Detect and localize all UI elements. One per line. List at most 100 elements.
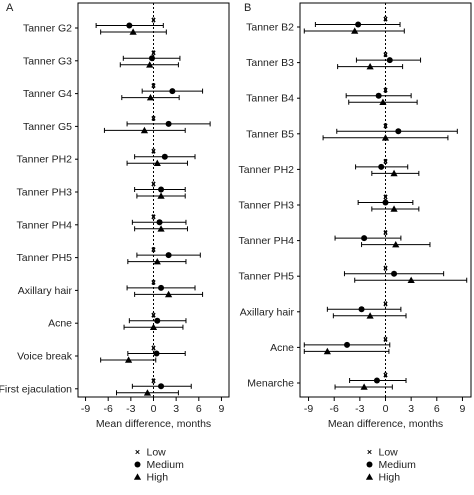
panel-a-medium-marker-0 [126, 22, 133, 29]
panel-a-legend-label-medium: Medium [147, 459, 185, 471]
panel-a-low-marker-6 [151, 214, 156, 219]
panel-b-medium-marker-8 [358, 306, 365, 313]
panel-b-low-marker-9 [383, 337, 388, 342]
panel-b-low-marker-3 [383, 123, 388, 128]
panel-b-medium-marker-0 [355, 21, 362, 28]
panel-a-low-marker-1 [151, 50, 156, 55]
panel-a-group-label: Tanner G3 [23, 55, 72, 67]
panel-a-label: A [6, 2, 14, 14]
panel-b-group-label: Menarche [247, 378, 294, 390]
panel-a-medium-marker-10 [153, 350, 160, 357]
panel-b-low-marker-6 [383, 230, 388, 235]
panel-a-group-label: Voice break [17, 351, 73, 363]
panel-b-xtick-label: 0 [383, 403, 389, 415]
panel-a-group-label: Tanner G4 [23, 88, 72, 100]
panel-a-xtick-label: 3 [173, 403, 179, 415]
panel-b-medium-marker-9 [344, 341, 351, 348]
panel-a-group-label: Tanner G2 [23, 23, 72, 35]
panel-a-high-marker-1 [146, 61, 154, 68]
panel-a-low-marker-0 [151, 17, 156, 23]
panel-b-medium-marker-6 [361, 235, 368, 242]
panel-b-group-label: Tanner PH2 [239, 164, 295, 176]
panel-a-group-label: Tanner PH3 [17, 187, 73, 199]
panel-a-low-marker-8 [151, 280, 156, 285]
panel-b-high-marker-9 [323, 347, 331, 355]
panel-b-group-label: Tanner PH4 [239, 235, 295, 247]
panel-b-low-marker-8 [383, 301, 388, 306]
panel-a-xtick-label: -9 [81, 403, 90, 415]
panel-b-legend-label-medium: Medium [379, 459, 417, 471]
panel-b-xtick-label: 9 [460, 403, 466, 415]
panel-a-legend-low-marker-0 [135, 449, 140, 455]
panel-b-high-marker-10 [360, 383, 368, 390]
panel-b-legend-low-marker-0 [367, 449, 372, 455]
panel-a-high-marker-5 [157, 192, 165, 199]
panel-a-low-marker-3 [151, 116, 156, 121]
panel-b-xtick-label: -6 [330, 403, 339, 415]
panel-b-medium-marker-4 [378, 163, 385, 170]
panel-a-low-marker-11 [151, 378, 156, 383]
panel-b-group-label: Tanner B4 [246, 93, 294, 105]
panel-a-high-marker-10 [124, 356, 133, 363]
panel-a-high-marker-2 [146, 94, 155, 101]
panel-a-legend-high-marker-0 [133, 473, 142, 480]
panel-a-xtick-label: 0 [151, 403, 157, 415]
panel-b-legend-medium-marker-0 [366, 461, 373, 468]
panel-a-medium-marker-1 [148, 55, 155, 62]
panel-a-medium-marker-7 [165, 252, 172, 259]
panel-a-high-marker-4 [153, 159, 161, 166]
panel-a-group-label: Tanner PH4 [17, 219, 73, 231]
panel-a-medium-marker-9 [154, 317, 161, 324]
panel-a-legend-label-low: Low [147, 447, 167, 459]
panel-b-high-marker-7 [407, 276, 415, 283]
panel-b-low-marker-7 [383, 266, 388, 271]
panel-a-low-marker-9 [151, 313, 156, 318]
panel-a-legend-medium-marker-0 [134, 461, 141, 468]
panel-b-xtick-label: -9 [304, 403, 313, 415]
panel-a-low-marker-5 [151, 181, 156, 187]
panel-a-medium-marker-4 [161, 153, 168, 160]
panel-a-high-marker-3 [140, 126, 149, 134]
panel-b-medium-marker-1 [386, 57, 393, 64]
panel-b-low-marker-5 [383, 194, 388, 200]
panel-a-xtick-label: -3 [126, 403, 135, 415]
panel-a-low-marker-4 [151, 149, 156, 154]
panel-a-low-marker-2 [151, 83, 156, 88]
panel-b-low-marker-1 [383, 52, 388, 57]
panel-b-label: B [244, 2, 251, 14]
panel-b-low-marker-4 [383, 159, 388, 164]
panel-b-medium-marker-7 [391, 270, 398, 277]
panel-b-group-label: Tanner B5 [246, 128, 294, 140]
panel-a-x-axis-label: Mean difference, months [96, 418, 211, 430]
panel-b-xtick-label: 6 [434, 403, 440, 415]
panel-b-low-marker-0 [383, 16, 388, 22]
panel-b-high-marker-8 [366, 312, 374, 319]
panel-b-group-label: Tanner PH3 [239, 200, 295, 212]
panel-b-medium-marker-10 [373, 377, 380, 384]
panel-b-high-marker-6 [392, 241, 400, 248]
panel-b-medium-marker-2 [375, 92, 382, 99]
panel-a-high-marker-11 [143, 389, 152, 396]
panel-a-medium-marker-6 [156, 219, 163, 226]
panel-b-group-label: Tanner PH5 [239, 271, 295, 283]
panel-b-medium-marker-3 [395, 128, 402, 135]
panel-a-xtick-label: -6 [104, 403, 113, 415]
panel-a-high-marker-6 [157, 225, 165, 232]
panel-a-group-label: Acne [48, 318, 72, 330]
panel-b-legend-high-marker-0 [365, 473, 374, 480]
panel-b-xtick-label: -3 [355, 403, 364, 415]
panel-b-high-marker-5 [390, 205, 398, 212]
panel-b-low-marker-2 [383, 88, 388, 93]
panel-b-legend-label-high: High [379, 472, 401, 484]
panel-b-high-marker-0 [351, 27, 359, 34]
panel-b-group-label: Acne [270, 342, 294, 354]
panel-a-high-marker-8 [165, 290, 173, 298]
panel-a-xtick-label: 9 [219, 403, 225, 415]
panel-a-group-label: Tanner PH5 [17, 252, 73, 264]
panel-b-xtick-label: 3 [408, 403, 414, 415]
panel-b-group-label: Tanner B3 [246, 57, 294, 69]
panel-a-medium-marker-5 [158, 186, 165, 193]
panel-a-medium-marker-3 [165, 120, 172, 127]
panel-b-high-marker-4 [390, 169, 398, 177]
panel-b-high-marker-2 [379, 98, 387, 105]
